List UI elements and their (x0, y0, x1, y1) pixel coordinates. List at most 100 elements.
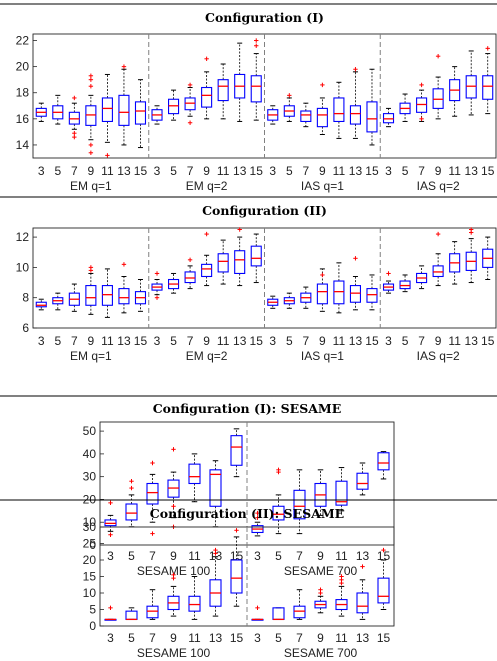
x-tick-label: 5 (402, 164, 409, 178)
outlier-marker (105, 153, 110, 158)
box-13 (465, 227, 477, 284)
box-11 (335, 574, 348, 617)
box-iqr (356, 592, 369, 614)
x-tick-label: 15 (377, 631, 391, 645)
x-tick-label: 9 (317, 631, 324, 645)
outlier-marker (88, 73, 94, 78)
x-tick-label: 3 (254, 549, 261, 563)
y-tick-label: 20 (83, 553, 97, 567)
group-label: EM q=1 (70, 179, 112, 193)
box-15 (377, 451, 390, 480)
box-iqr (201, 263, 213, 278)
box-iqr (316, 283, 328, 305)
box-iqr (272, 505, 285, 521)
outlier-marker (234, 528, 239, 533)
outlier-marker (88, 77, 94, 82)
outlier-marker (108, 532, 113, 537)
x-tick-label: 9 (88, 334, 95, 348)
box-iqr (230, 435, 243, 466)
x-tick-label: 11 (448, 164, 461, 178)
x-tick-label: 11 (188, 549, 201, 563)
box-iqr (377, 452, 390, 471)
group-label: EM q=1 (70, 349, 112, 363)
chart-title: Configuration (I) (205, 10, 324, 25)
outlier-marker (171, 572, 176, 578)
box-7 (416, 265, 428, 290)
box-iqr (146, 482, 159, 505)
box-15 (377, 547, 390, 610)
box-15 (250, 233, 262, 284)
x-tick-label: 3 (269, 334, 276, 348)
y-tick-label: 8 (22, 291, 29, 305)
box-13 (356, 564, 369, 620)
box-iqr (168, 98, 180, 115)
x-tick-label: 15 (134, 164, 148, 178)
outlier-marker (154, 271, 160, 276)
x-tick-label: 11 (217, 164, 230, 178)
box-11 (217, 63, 229, 120)
box-iqr (134, 101, 147, 125)
x-tick-label: 9 (203, 164, 210, 178)
x-tick-label: 5 (286, 334, 293, 348)
outlier-marker (88, 265, 94, 270)
box-9 (201, 231, 213, 287)
box-9 (85, 265, 97, 315)
box-13 (234, 227, 246, 287)
x-tick-label: 11 (101, 334, 114, 348)
box-iqr (377, 577, 390, 604)
box-11 (101, 268, 113, 318)
box-15 (250, 38, 262, 121)
y-tick-label: 15 (83, 570, 97, 584)
group-label: SESAME 100 (137, 646, 211, 660)
box-5 (283, 292, 295, 309)
y-tick-label: 40 (83, 447, 97, 461)
box-15 (366, 274, 378, 311)
y-tick-label: 18 (16, 86, 30, 100)
x-tick-label: 3 (385, 164, 392, 178)
box-iqr (85, 285, 97, 306)
outlier-marker (129, 479, 134, 484)
box-iqr (118, 288, 130, 305)
box-13 (465, 50, 477, 116)
box-iqr (188, 463, 201, 485)
box-9 (314, 469, 327, 516)
y-tick-label: 12 (16, 230, 30, 244)
box-9 (432, 231, 444, 287)
x-tick-label: 7 (149, 549, 156, 563)
box-15 (482, 236, 494, 281)
x-tick-label: 13 (349, 164, 363, 178)
box-iqr (101, 285, 113, 306)
box-13 (349, 256, 361, 311)
box-3 (267, 295, 279, 309)
y-tick-label: 0 (89, 619, 96, 633)
x-tick-label: 13 (356, 549, 370, 563)
outlier-marker (419, 82, 424, 88)
x-tick-label: 5 (286, 164, 293, 178)
x-tick-label: 15 (481, 164, 495, 178)
y-tick-label: 0 (89, 538, 96, 552)
box-iqr (293, 605, 306, 619)
outlier-marker (150, 460, 155, 466)
y-tick-label: 5 (89, 603, 96, 617)
x-tick-label: 5 (275, 549, 282, 563)
box-7 (416, 82, 428, 122)
box-3 (382, 271, 395, 294)
box-iqr (68, 111, 80, 125)
box-9 (167, 572, 180, 617)
x-tick-label: 7 (187, 334, 194, 348)
outlier-marker (381, 547, 386, 553)
y-tick-label: 50 (83, 424, 97, 438)
outlier-marker (154, 295, 160, 300)
x-tick-label: 5 (54, 334, 61, 348)
x-tick-label: 11 (335, 549, 348, 563)
box-11 (217, 239, 229, 285)
outlier-marker (204, 56, 209, 61)
box-15 (366, 68, 378, 146)
x-tick-label: 15 (481, 334, 495, 348)
outlier-marker (386, 271, 391, 276)
box-iqr (201, 86, 213, 108)
x-tick-label: 3 (107, 631, 114, 645)
box-11 (449, 241, 461, 285)
outlier-marker (353, 67, 358, 72)
